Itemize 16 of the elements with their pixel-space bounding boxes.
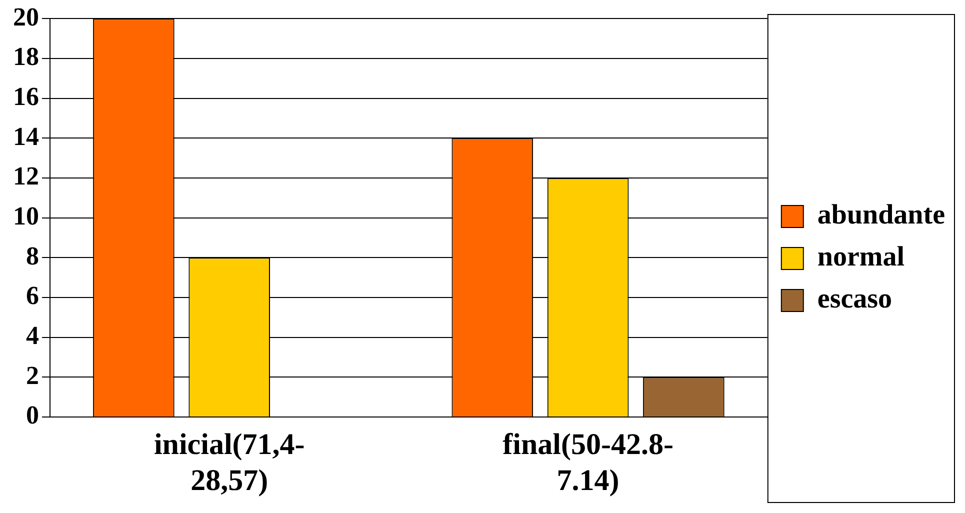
y-tick-label: 10 [13, 202, 39, 231]
y-tick-label: 18 [13, 42, 39, 72]
x-tick-label: final(50-42.8-7.14) [502, 428, 674, 497]
legend-label: escaso [817, 284, 892, 315]
legend-label: abundante [817, 200, 946, 231]
y-tick-label: 4 [26, 321, 39, 350]
y-tick-label: 16 [13, 82, 39, 111]
y-tick-label: 8 [26, 241, 39, 270]
legend-label: normal [817, 242, 905, 273]
y-tick-label: 6 [26, 281, 39, 310]
y-tick-label: 2 [26, 360, 39, 390]
y-tick-label: 20 [13, 2, 39, 32]
y-tick-label: 0 [26, 400, 39, 430]
y-tick-label: 12 [13, 162, 39, 191]
y-tick-label: 14 [13, 122, 39, 151]
x-tick-label: inicial(71,4-28,57) [154, 428, 305, 497]
